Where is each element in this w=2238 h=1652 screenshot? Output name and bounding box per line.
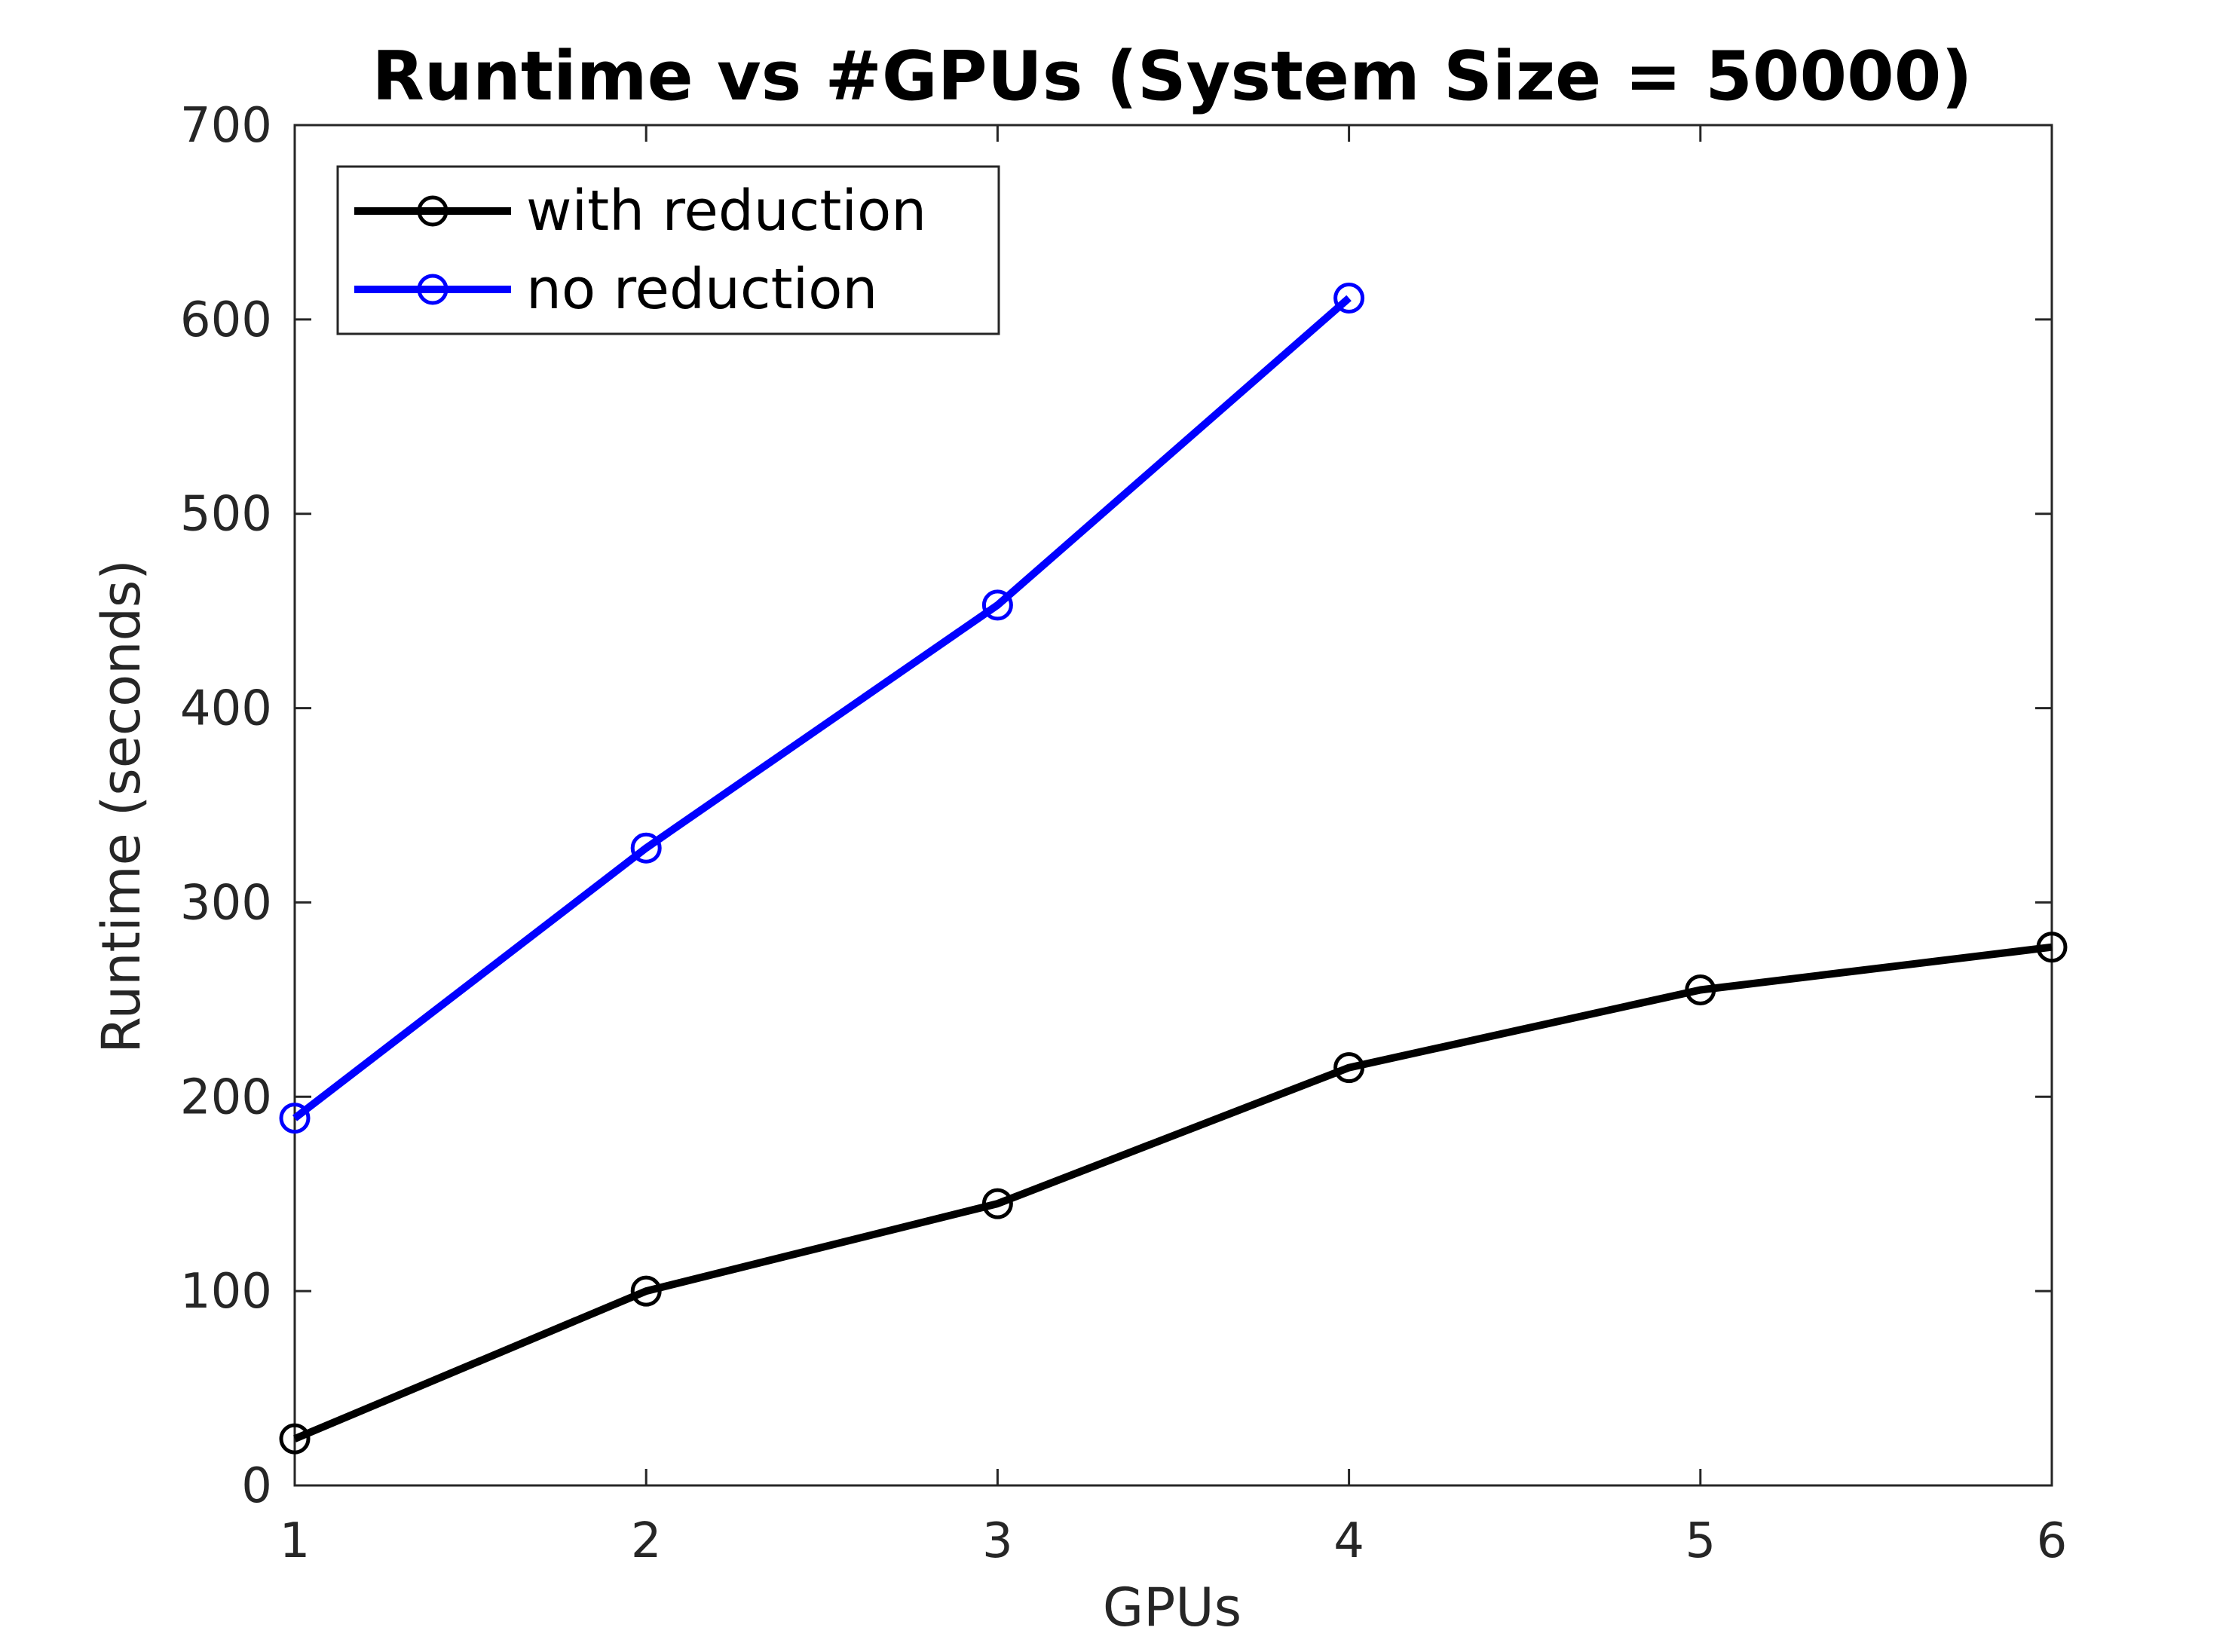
legend-item-no-reduction: no reduction [354, 257, 877, 322]
series-with-reduction [279, 932, 2068, 1455]
x-tick-label: 2 [631, 1513, 662, 1569]
data-point-with-reduction [1685, 974, 1716, 1005]
series-line-no-reduction [292, 295, 1352, 1121]
y-axis-label: Runtime (seconds) [90, 559, 152, 1053]
data-point-with-reduction [2036, 932, 2068, 963]
x-tick-label: 6 [2037, 1513, 2068, 1569]
y-tick-label: 100 [180, 1264, 272, 1320]
data-point-with-reduction [981, 1188, 1013, 1219]
legend-swatch-marker [417, 195, 449, 227]
y-tick-label: 200 [180, 1069, 272, 1125]
y-tick-label: 700 [180, 98, 272, 154]
legend-item-with-reduction: with reduction [354, 179, 926, 243]
data-point-with-reduction [630, 1275, 662, 1307]
data-point-no-reduction [1333, 282, 1365, 314]
series-no-reduction [279, 282, 1365, 1134]
x-tick-label: 5 [1685, 1513, 1716, 1569]
legend-swatch-marker [417, 274, 449, 305]
legend-box [336, 165, 1000, 335]
series-layer [279, 282, 2068, 1455]
legend-label: with reduction [526, 179, 926, 243]
x-tick-label: 1 [280, 1513, 311, 1569]
y-tick-label: 300 [180, 875, 272, 931]
data-point-no-reduction [279, 1103, 311, 1134]
data-point-no-reduction [630, 832, 662, 864]
x-axis-label: GPUs [1103, 1577, 1241, 1638]
legend-label: no reduction [526, 257, 877, 322]
axes: 1 2 3 4 5 6 0 100 200 300 400 500 600 700 [180, 98, 2068, 1569]
plot-area-frame [293, 124, 2053, 1487]
data-point-no-reduction [981, 589, 1013, 621]
y-tick-label: 0 [241, 1458, 272, 1514]
x-tick-label: 4 [1333, 1513, 1364, 1569]
data-point-with-reduction [1333, 1052, 1365, 1084]
y-tick-label: 600 [180, 292, 272, 348]
legend: with reduction no reduction [336, 165, 1000, 335]
data-point-with-reduction [279, 1423, 311, 1455]
series-line-with-reduction [293, 943, 2053, 1442]
y-tick-label: 400 [180, 681, 272, 737]
chart-title: Runtime vs #GPUs (System Size = 50000) [372, 37, 1972, 116]
y-tick-label: 500 [180, 487, 272, 543]
x-tick-label: 3 [982, 1513, 1013, 1569]
